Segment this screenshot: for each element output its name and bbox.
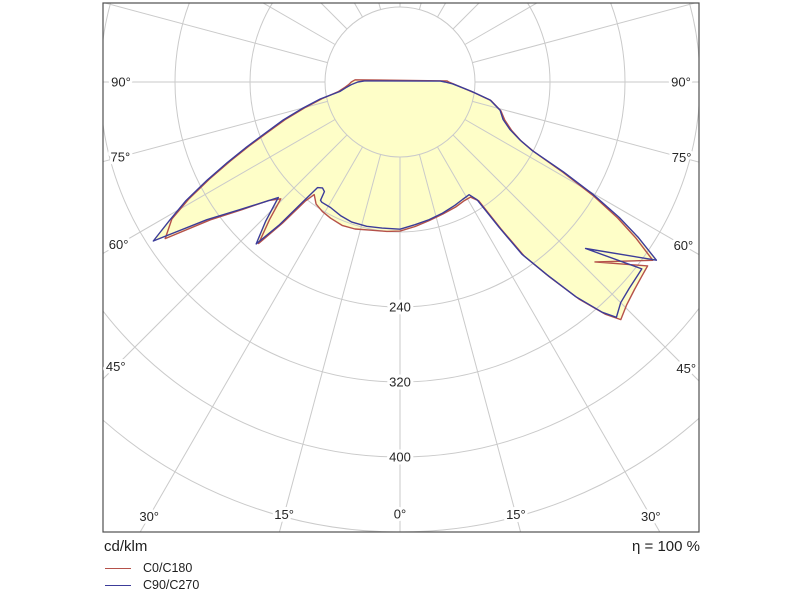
angle-tick-label: 45° (106, 359, 126, 374)
angle-tick-label: 30° (641, 509, 661, 524)
legend-label: C0/C180 (143, 560, 193, 575)
angle-tick-label: 15° (274, 507, 294, 522)
angle-tick-label: 45° (676, 361, 696, 376)
grid-radial (452, 3, 480, 30)
plot-border (102, 2, 700, 533)
angle-tick-label: 90° (671, 75, 691, 90)
grid-radial (262, 3, 336, 45)
grid-radial (139, 146, 363, 532)
legend-item-c0-c180: C0/C180 (105, 560, 192, 576)
legend-line-red (105, 567, 131, 569)
angle-tick-label: 90° (111, 75, 131, 90)
angle-tick-label: 75° (672, 150, 692, 165)
angle-tick-label: 0° (394, 507, 406, 522)
grid-radial (103, 119, 336, 255)
radial-tick-label: 240 (389, 300, 411, 315)
angle-tick-label: 60° (674, 238, 694, 253)
angle-tick-label: 30° (139, 509, 159, 524)
unit-label: cd/klm (104, 538, 148, 555)
efficiency-label: η = 100 % (632, 538, 700, 555)
grid-radial (103, 3, 328, 64)
radial-tick-label: 320 (389, 375, 411, 390)
legend-label: C90/C270 (143, 577, 200, 592)
angle-tick-label: 15° (506, 507, 526, 522)
grid-radial (418, 3, 422, 10)
grid-radial (437, 146, 661, 532)
grid-radial (278, 154, 382, 532)
curve-c90-c270 (152, 80, 658, 318)
grid-radial (472, 3, 697, 64)
radial-tick-label: 400 (389, 450, 411, 465)
grid-radial (472, 100, 699, 163)
distribution-fill-1 (153, 80, 657, 318)
legend-item-c90-c270: C90/C270 (105, 577, 199, 593)
grid-radial (418, 154, 522, 532)
grid-radial (464, 3, 538, 45)
grid-radial (320, 3, 348, 30)
grid-radial (452, 134, 699, 382)
legend-line-blue (105, 584, 131, 586)
angle-tick-label: 60° (109, 237, 129, 252)
grid-radial (103, 100, 328, 163)
grid-radial (103, 134, 348, 380)
angle-tick-label: 75° (111, 149, 131, 164)
grid-radial (464, 119, 699, 256)
grid-radial (378, 3, 382, 10)
